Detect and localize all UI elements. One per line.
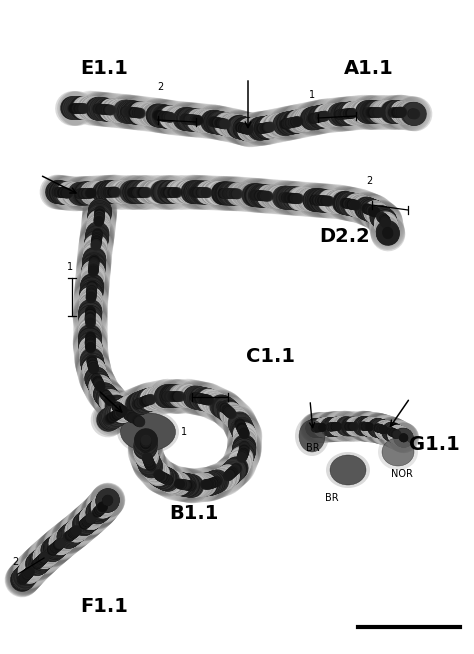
- Text: F1.1: F1.1: [81, 597, 128, 617]
- Ellipse shape: [378, 434, 418, 470]
- Text: A1.1: A1.1: [344, 59, 393, 78]
- Ellipse shape: [326, 452, 370, 488]
- Text: D2.2: D2.2: [319, 227, 370, 247]
- Ellipse shape: [295, 416, 329, 456]
- Text: G1.1: G1.1: [409, 435, 460, 455]
- Text: NOR: NOR: [391, 469, 413, 479]
- Text: 1: 1: [309, 90, 315, 100]
- Text: BR: BR: [306, 443, 319, 453]
- Ellipse shape: [120, 413, 175, 451]
- Ellipse shape: [299, 420, 325, 452]
- Text: B1.1: B1.1: [170, 504, 219, 523]
- Ellipse shape: [382, 438, 414, 466]
- Ellipse shape: [117, 410, 179, 454]
- Text: BR: BR: [325, 493, 338, 504]
- Text: 2: 2: [366, 175, 372, 186]
- Text: 1: 1: [67, 262, 73, 272]
- Text: 1: 1: [181, 426, 187, 437]
- Ellipse shape: [330, 455, 366, 485]
- Text: 2: 2: [12, 557, 18, 568]
- Text: E1.1: E1.1: [81, 59, 128, 78]
- Text: 2: 2: [157, 82, 164, 92]
- Text: C1.1: C1.1: [246, 347, 295, 366]
